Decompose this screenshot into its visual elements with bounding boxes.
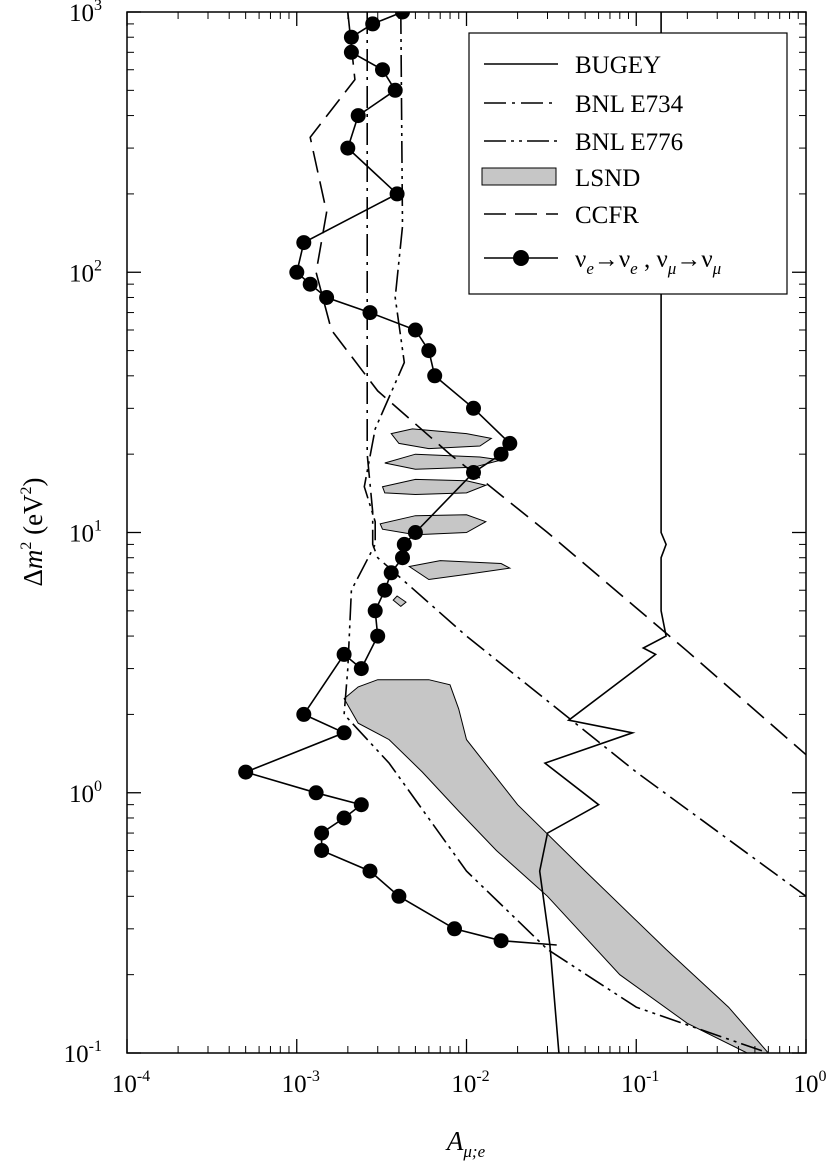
legend-item-bugey: BUGEY bbox=[484, 52, 661, 79]
legend-swatch bbox=[481, 167, 557, 186]
y-tick-label: 103 bbox=[69, 0, 102, 27]
x-axis-label: Aμ;e bbox=[445, 1126, 486, 1161]
legend: BUGEY BNL E734 BNL E776 LSND CCFR νe→νe , νμ→… bbox=[468, 32, 788, 295]
series-line-ccfr bbox=[309, 12, 806, 756]
data-point bbox=[296, 706, 312, 722]
legend-label: νe→νe , νμ→νμ bbox=[575, 246, 721, 278]
legend-item-lsnd: LSND bbox=[481, 165, 640, 192]
data-point bbox=[296, 235, 312, 251]
legend-label: LSND bbox=[575, 165, 640, 192]
legend-label: BUGEY bbox=[575, 52, 661, 79]
data-point bbox=[314, 843, 330, 858]
legend-marker bbox=[513, 250, 529, 266]
data-point bbox=[370, 628, 386, 644]
data-point bbox=[396, 536, 412, 552]
data-point bbox=[493, 933, 509, 949]
data-point bbox=[362, 305, 378, 321]
x-tick-label: 10-1 bbox=[621, 1068, 659, 1098]
data-point bbox=[466, 465, 481, 480]
lsnd-region bbox=[392, 595, 407, 608]
series-line-bnl-e734 bbox=[366, 12, 806, 897]
lsnd-region bbox=[381, 478, 488, 496]
data-point bbox=[362, 863, 378, 879]
data-point bbox=[353, 797, 369, 813]
data-point bbox=[319, 290, 335, 305]
legend-item-bnl-e776: BNL E776 bbox=[484, 129, 683, 156]
data-point bbox=[336, 725, 352, 741]
legend-label: BNL E734 bbox=[575, 91, 684, 118]
data-point bbox=[238, 764, 254, 780]
data-point bbox=[336, 646, 352, 662]
y-tick-label: 10-1 bbox=[64, 1038, 102, 1068]
data-point bbox=[389, 186, 405, 202]
data-point bbox=[421, 343, 437, 359]
data-point bbox=[395, 550, 410, 566]
legend-item-ccfr: CCFR bbox=[484, 202, 639, 229]
data-point bbox=[353, 661, 369, 677]
data-markers bbox=[238, 12, 518, 949]
data-point bbox=[350, 108, 366, 124]
lsnd-region bbox=[408, 560, 512, 581]
lsnd-region bbox=[384, 453, 502, 470]
data-point bbox=[375, 62, 390, 78]
data-point bbox=[427, 368, 443, 384]
data-point bbox=[308, 785, 324, 801]
legend-item-bnl-e734: BNL E734 bbox=[484, 91, 684, 118]
x-tick-label: 10-2 bbox=[451, 1068, 489, 1098]
data-point bbox=[289, 264, 305, 280]
x-tick-label: 100 bbox=[794, 1068, 827, 1098]
series-line-bnl-e776 bbox=[343, 12, 769, 1053]
data-point bbox=[336, 810, 352, 826]
legend-label: BNL E776 bbox=[575, 129, 683, 156]
data-point bbox=[377, 582, 393, 598]
data-point bbox=[302, 276, 318, 292]
data-point bbox=[383, 565, 399, 581]
data-point bbox=[407, 322, 423, 338]
data-point bbox=[493, 446, 509, 462]
data-point bbox=[407, 525, 423, 540]
data-point bbox=[466, 400, 481, 416]
y-axis-label: Δm2 (eV2) bbox=[18, 477, 48, 586]
legend-label: CCFR bbox=[575, 202, 639, 229]
data-point bbox=[447, 921, 462, 937]
y-tick-label: 102 bbox=[69, 257, 102, 287]
data-point bbox=[391, 888, 407, 904]
axis-ticks bbox=[126, 11, 807, 1054]
data-point bbox=[367, 603, 383, 619]
data-point bbox=[343, 29, 359, 45]
x-tick-label: 10-4 bbox=[112, 1068, 150, 1098]
data-point bbox=[343, 44, 359, 60]
legend-item-combined: νe→νe , νμ→νμ bbox=[484, 246, 721, 278]
tick-labels: 10-4 10-3 10-2 10-1 100 10-1 100 101 102 103 bbox=[64, 0, 827, 1098]
series-line-bugey bbox=[538, 12, 668, 1053]
lsnd-region bbox=[343, 679, 769, 1053]
x-tick-label: 10-3 bbox=[282, 1068, 320, 1098]
data-point bbox=[314, 825, 330, 841]
y-tick-label: 101 bbox=[69, 518, 102, 548]
data-point bbox=[340, 140, 356, 156]
data-point bbox=[365, 16, 381, 32]
data-point bbox=[387, 82, 403, 98]
y-tick-label: 100 bbox=[69, 778, 102, 808]
lsnd-regions bbox=[343, 428, 769, 1053]
data-point bbox=[502, 435, 518, 451]
lsnd-region bbox=[379, 514, 488, 536]
